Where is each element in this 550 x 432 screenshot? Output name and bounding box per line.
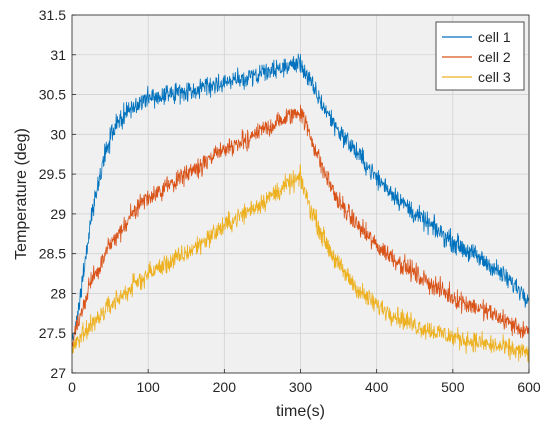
- y-tick-label: 31: [50, 47, 66, 63]
- series-line-3: [71, 164, 530, 363]
- y-tick-label: 30.5: [39, 87, 66, 103]
- series-lines: [71, 53, 530, 363]
- legend-box: [435, 21, 525, 91]
- y-tick-label: 31.5: [39, 7, 66, 23]
- x-axis-label: time(s): [276, 403, 325, 420]
- axis-ticks: 0 100 200 300 400 500 600 27 27.5 28 28.5 29 29.5 30 3…: [39, 7, 541, 395]
- x-tick-label: 400: [365, 379, 389, 395]
- y-tick-label: 27.5: [39, 325, 66, 341]
- x-tick-label: 100: [136, 379, 160, 395]
- y-tick-label: 27: [50, 365, 66, 381]
- x-tick-label: 200: [213, 379, 237, 395]
- y-tick-label: 30: [50, 126, 66, 142]
- x-tick-label: 600: [517, 379, 541, 395]
- x-tick-label: 500: [441, 379, 465, 395]
- y-tick-label: 29.5: [39, 166, 66, 182]
- series-line-2: [71, 104, 530, 347]
- legend-label: cell 3: [478, 69, 511, 85]
- series-line-1: [71, 53, 530, 341]
- x-tick-label: 300: [289, 379, 313, 395]
- y-tick-label: 29: [50, 206, 66, 222]
- y-tick-label: 28: [50, 285, 66, 301]
- x-tick-label: 0: [68, 379, 76, 395]
- y-axis-label: Temperature (deg): [13, 128, 30, 260]
- legend-label: cell 2: [478, 49, 511, 65]
- legend: cell 1 cell 2 cell 3: [435, 21, 525, 91]
- legend-label: cell 1: [478, 29, 511, 45]
- y-tick-label: 28.5: [39, 246, 66, 262]
